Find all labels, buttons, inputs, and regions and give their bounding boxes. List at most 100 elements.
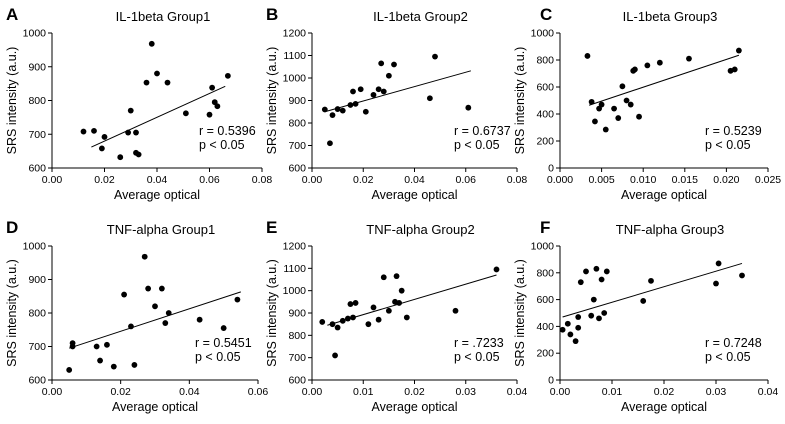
data-point [206, 111, 213, 118]
data-point [731, 66, 738, 73]
panel-label: F [540, 218, 550, 237]
x-tick-label: 0.00 [302, 386, 323, 398]
data-point [234, 296, 241, 303]
data-point [623, 97, 630, 104]
data-point [370, 91, 377, 98]
data-point [375, 316, 382, 323]
data-point [145, 285, 152, 292]
data-point [319, 319, 326, 325]
y-tick-label: 800 [288, 330, 306, 342]
data-point [393, 273, 400, 280]
data-point [357, 86, 364, 93]
data-point [329, 112, 336, 119]
r-value: r = .7233 [454, 336, 504, 350]
x-tick-label: 0.00 [42, 386, 63, 398]
y-tick-label: 900 [28, 61, 46, 73]
data-point [385, 307, 392, 314]
y-tick-label: 1200 [283, 28, 307, 40]
scatter-panel-a: A IL-1beta Group1 600 700 800 900 1000 0.00 0.02… [5, 5, 272, 202]
data-point [362, 108, 369, 115]
data-point [339, 107, 346, 114]
y-tick-label: 600 [28, 163, 46, 175]
panel-label: E [266, 218, 277, 237]
data-point [713, 280, 719, 287]
y-tick-label: 700 [28, 129, 46, 141]
data-point [590, 296, 597, 303]
data-point [332, 352, 338, 359]
data-point [577, 279, 584, 286]
data-point [465, 104, 472, 111]
data-point [601, 310, 608, 316]
y-tick-label: 700 [28, 341, 46, 353]
r-value: r = 0.6737 [454, 124, 511, 138]
p-value: p < 0.05 [195, 350, 241, 364]
y-tick-label: 400 [536, 321, 554, 333]
data-point [158, 285, 165, 292]
data-point [209, 84, 216, 91]
scatter-panel-c: C IL-1beta Group3 0 200 400 600 800 1000 0.000 0.… [513, 5, 781, 202]
scatter-panel-b: B IL-1beta Group2 600 700 800 900 1000 1100 1200… [265, 5, 527, 202]
panel-label: B [266, 5, 278, 24]
data-point [80, 128, 87, 135]
chart-title: IL-1beta Group2 [373, 9, 468, 24]
y-tick-label: 900 [28, 274, 46, 286]
data-point [329, 321, 336, 328]
r-value: r = 0.5396 [199, 124, 256, 138]
data-point [370, 304, 377, 311]
y-tick-label: 800 [28, 308, 46, 320]
x-tick-label: 0.03 [706, 386, 727, 398]
y-tick-label: 900 [288, 95, 306, 107]
x-tick-label: 0.00 [550, 386, 571, 398]
x-tick-label: 0.04 [758, 386, 779, 398]
data-point [584, 53, 591, 59]
data-point [93, 343, 100, 350]
panel-label: D [6, 218, 18, 237]
y-axis-label: SRS intensity (a.u.) [265, 47, 279, 155]
data-point [380, 88, 387, 95]
y-tick-label: 600 [288, 163, 306, 175]
data-point [592, 118, 598, 125]
data-point [143, 79, 150, 86]
data-point [644, 62, 651, 69]
y-tick-label: 1100 [283, 50, 306, 62]
data-point [334, 106, 341, 112]
data-point [398, 287, 405, 294]
data-point [69, 340, 76, 347]
data-point [133, 129, 139, 136]
data-point [98, 145, 105, 152]
y-axis-label: SRS intensity (a.u.) [513, 259, 527, 367]
x-tick-label: 0.06 [199, 174, 220, 186]
y-tick-label: 1000 [283, 73, 307, 85]
data-point [110, 363, 117, 370]
p-value: p < 0.05 [199, 138, 245, 152]
data-point [334, 324, 341, 331]
data-point [564, 320, 571, 327]
data-point [735, 47, 742, 54]
x-tick-label: 0.04 [404, 174, 425, 186]
regression-line [69, 291, 241, 349]
data-point [347, 301, 354, 307]
data-point [121, 291, 127, 298]
data-point [220, 325, 227, 331]
data-point [426, 95, 433, 102]
data-point [572, 338, 579, 345]
data-point [125, 129, 132, 136]
x-tick-label: 0.015 [672, 174, 698, 186]
y-tick-label: 1000 [283, 285, 307, 297]
data-point [131, 362, 138, 368]
regression-line [588, 54, 740, 106]
x-tick-label: 0.08 [507, 174, 528, 186]
x-tick-label: 0.06 [456, 174, 477, 186]
x-tick-label: 0.000 [547, 174, 573, 186]
data-point [164, 79, 171, 86]
data-point [588, 98, 595, 105]
data-point [347, 102, 354, 108]
data-point [344, 315, 351, 322]
data-point [196, 316, 203, 323]
data-point [378, 60, 385, 67]
x-tick-label: 0.00 [302, 174, 323, 186]
data-point [602, 126, 609, 133]
data-point [385, 72, 392, 79]
y-tick-label: 0 [548, 375, 554, 387]
data-point [141, 253, 148, 260]
